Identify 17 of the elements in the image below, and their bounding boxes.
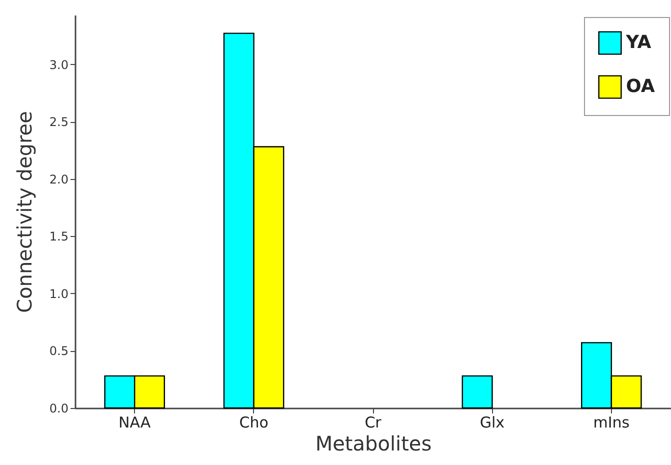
y-tick-label: 0.0 (49, 402, 68, 416)
x-tick-label: mIns (593, 414, 630, 432)
y-tick-label: 1.5 (49, 230, 68, 244)
y-tick-label: 3.0 (49, 58, 68, 72)
y-tick-label: 0.5 (49, 344, 68, 358)
y-tick-label: 1.0 (49, 286, 68, 301)
x-axis-title: Metabolites (315, 432, 432, 456)
y-tick-label: 2.5 (49, 115, 68, 130)
y-axis-title: Connectivity degree (12, 111, 36, 313)
x-tick-label: Cho (239, 414, 268, 432)
x-tick-label: NAA (118, 414, 152, 432)
x-tick-label: Glx (480, 414, 505, 432)
bar (462, 375, 493, 409)
legend-label: YA (625, 32, 652, 53)
y-tick-label: 2.0 (49, 172, 68, 186)
x-tick-label: Cr (364, 414, 382, 432)
legend-label: OA (626, 76, 655, 97)
